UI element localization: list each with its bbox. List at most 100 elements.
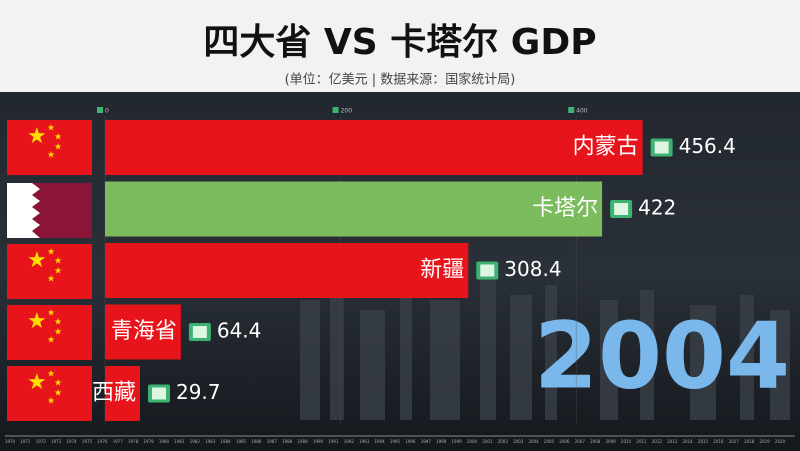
timeline-label: 1999 xyxy=(452,439,463,444)
value-label: 456.4 xyxy=(679,134,736,158)
x-tick-label: 0 xyxy=(105,108,109,115)
timeline-label: 1990 xyxy=(313,439,324,444)
timeline-label: 1981 xyxy=(174,439,185,444)
timeline-label: 1987 xyxy=(267,439,278,444)
bar xyxy=(105,181,603,237)
timeline-label: 1995 xyxy=(390,439,401,444)
timeline-label: 1994 xyxy=(375,439,386,444)
timeline-label: 2016 xyxy=(713,439,724,444)
svg-text:★: ★ xyxy=(54,379,62,389)
timeline-label: 1980 xyxy=(159,439,170,444)
value-label: 64.4 xyxy=(217,319,262,343)
timeline-label: 2004 xyxy=(529,439,540,444)
bar-label: 青海省 xyxy=(111,319,177,344)
svg-text:★: ★ xyxy=(54,267,62,277)
timeline-label: 1997 xyxy=(421,439,432,444)
timeline-label: 1988 xyxy=(282,439,293,444)
timeline-label: 1972 xyxy=(36,439,47,444)
svg-text:★: ★ xyxy=(47,397,55,407)
timeline-label: 2009 xyxy=(606,439,617,444)
timeline-label: 2013 xyxy=(667,439,678,444)
value-label: 308.4 xyxy=(504,257,561,281)
money-icon-inner xyxy=(151,387,166,400)
year-label: 2004 xyxy=(534,302,790,409)
svg-text:★: ★ xyxy=(47,151,55,161)
timeline-label: 1971 xyxy=(20,439,31,444)
svg-text:★: ★ xyxy=(54,133,62,143)
timeline-label: 2010 xyxy=(621,439,632,444)
bar-label: 内蒙古 xyxy=(573,135,639,160)
svg-text:★: ★ xyxy=(27,248,47,273)
tick-icon xyxy=(332,107,339,113)
bar xyxy=(105,243,469,298)
money-icon-inner xyxy=(192,326,207,338)
timeline-label: 1976 xyxy=(97,439,108,444)
timeline-label: 1977 xyxy=(113,439,124,444)
timeline-label: 2005 xyxy=(544,439,555,444)
value-label: 422 xyxy=(638,196,676,220)
chart-title: 四大省 VS 卡塔尔 GDP xyxy=(203,22,596,63)
svg-text:★: ★ xyxy=(54,257,62,267)
svg-text:★: ★ xyxy=(27,309,47,334)
timeline-label: 1984 xyxy=(221,439,232,444)
timeline-label: 1983 xyxy=(205,439,216,444)
timeline-label: 2001 xyxy=(482,439,493,444)
timeline-label: 1974 xyxy=(67,439,78,444)
tick-icon xyxy=(568,107,575,113)
svg-text:★: ★ xyxy=(47,248,55,258)
timeline-label: 2002 xyxy=(498,439,509,444)
timeline-label: 1993 xyxy=(359,439,370,444)
bar xyxy=(105,120,643,175)
bar-label: 西藏 xyxy=(92,381,136,406)
money-icon-inner xyxy=(480,264,495,277)
svg-text:★: ★ xyxy=(27,124,47,149)
x-tick-label: 200 xyxy=(341,108,353,115)
svg-text:★: ★ xyxy=(47,124,55,134)
svg-text:★: ★ xyxy=(47,370,55,380)
timeline-label: 2007 xyxy=(575,439,586,444)
header-band xyxy=(0,0,800,92)
skyline xyxy=(300,270,790,420)
bar-label: 卡塔尔 xyxy=(532,196,598,221)
timeline-label: 2003 xyxy=(513,439,524,444)
svg-text:★: ★ xyxy=(54,328,62,338)
svg-text:★: ★ xyxy=(54,318,62,328)
x-tick-label: 400 xyxy=(576,108,588,115)
tick-icon xyxy=(97,107,103,113)
timeline-label: 2012 xyxy=(652,439,663,444)
bar xyxy=(105,304,181,360)
timeline-label: 1989 xyxy=(298,439,309,444)
svg-text:★: ★ xyxy=(47,275,55,285)
timeline-label: 1996 xyxy=(405,439,416,444)
timeline-label: 2006 xyxy=(559,439,570,444)
bar-label: 新疆 xyxy=(420,258,464,283)
timeline-label: 1970 xyxy=(5,439,16,444)
timeline-label: 2019 xyxy=(760,439,771,444)
svg-text:★: ★ xyxy=(47,309,55,319)
bar xyxy=(105,366,140,421)
timeline-label: 1973 xyxy=(51,439,62,444)
timeline-label: 2020 xyxy=(775,439,786,444)
chart-subtitle: (单位：亿美元 | 数据来源：国家统计局) xyxy=(285,72,516,88)
timeline-label: 1975 xyxy=(82,439,93,444)
timeline-label: 2011 xyxy=(636,439,647,444)
timeline-label: 2018 xyxy=(744,439,755,444)
timeline-label: 2015 xyxy=(698,439,709,444)
svg-text:★: ★ xyxy=(54,389,62,399)
money-icon-inner xyxy=(614,203,629,215)
timeline-label: 1992 xyxy=(344,439,355,444)
svg-text:★: ★ xyxy=(54,143,62,153)
timeline-label: 1982 xyxy=(190,439,201,444)
plot: 0 200 400 内蒙古 456.4 卡塔尔 422 新疆 308.4 青海省 64.4 西藏 29.… xyxy=(92,107,736,425)
timeline-label: 2008 xyxy=(590,439,601,444)
value-label: 29.7 xyxy=(176,380,221,404)
flags: ★ ★★★★ ★ ★★★★ ★ ★★★★ ★ ★★★★ xyxy=(7,120,92,421)
svg-text:★: ★ xyxy=(27,370,47,395)
timeline-label: 1979 xyxy=(144,439,155,444)
timeline-label: 2000 xyxy=(467,439,478,444)
timeline-label: 1978 xyxy=(128,439,139,444)
svg-text:★: ★ xyxy=(47,336,55,346)
timeline-label: 1985 xyxy=(236,439,247,444)
timeline-label: 1991 xyxy=(328,439,339,444)
